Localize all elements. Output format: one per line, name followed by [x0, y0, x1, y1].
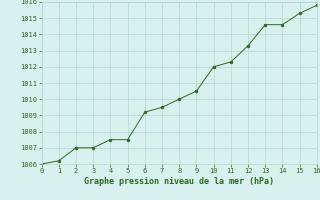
X-axis label: Graphe pression niveau de la mer (hPa): Graphe pression niveau de la mer (hPa) [84, 177, 274, 186]
